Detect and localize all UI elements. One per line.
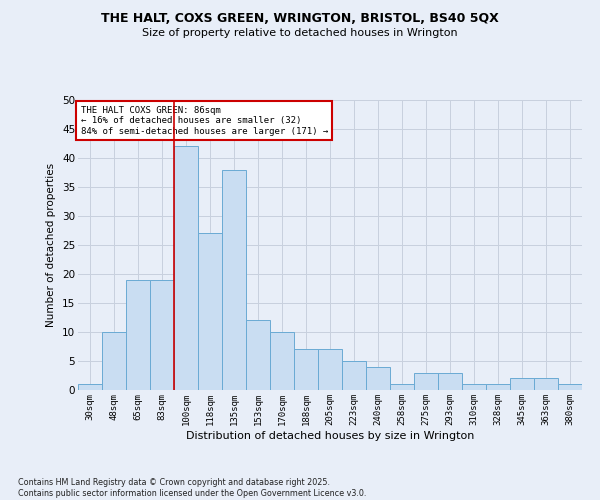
Bar — [414, 372, 438, 390]
Bar — [222, 170, 246, 390]
Bar — [150, 280, 174, 390]
Bar — [510, 378, 534, 390]
Bar — [198, 234, 222, 390]
Bar — [102, 332, 126, 390]
Bar — [294, 350, 318, 390]
Bar — [486, 384, 510, 390]
Text: THE HALT COXS GREEN: 86sqm
← 16% of detached houses are smaller (32)
84% of semi: THE HALT COXS GREEN: 86sqm ← 16% of deta… — [80, 106, 328, 136]
Text: Contains HM Land Registry data © Crown copyright and database right 2025.
Contai: Contains HM Land Registry data © Crown c… — [18, 478, 367, 498]
Bar — [390, 384, 414, 390]
Bar — [438, 372, 462, 390]
Bar — [78, 384, 102, 390]
Bar — [558, 384, 582, 390]
Bar — [246, 320, 270, 390]
Bar — [174, 146, 198, 390]
Bar — [366, 367, 390, 390]
Bar — [270, 332, 294, 390]
X-axis label: Distribution of detached houses by size in Wrington: Distribution of detached houses by size … — [186, 430, 474, 440]
Text: THE HALT, COXS GREEN, WRINGTON, BRISTOL, BS40 5QX: THE HALT, COXS GREEN, WRINGTON, BRISTOL,… — [101, 12, 499, 26]
Bar — [342, 361, 366, 390]
Text: Size of property relative to detached houses in Wrington: Size of property relative to detached ho… — [142, 28, 458, 38]
Bar — [318, 350, 342, 390]
Y-axis label: Number of detached properties: Number of detached properties — [46, 163, 56, 327]
Bar — [126, 280, 150, 390]
Bar — [462, 384, 486, 390]
Bar — [534, 378, 558, 390]
